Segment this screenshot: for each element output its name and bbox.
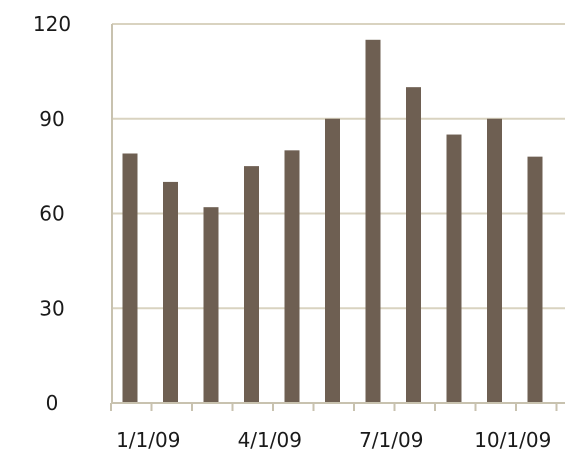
y-tick-label: 30 — [39, 296, 64, 320]
bar — [284, 150, 300, 403]
bar — [446, 134, 462, 403]
axes — [110, 24, 565, 411]
y-tick-label: 60 — [39, 202, 64, 226]
bar — [163, 181, 178, 403]
bars — [122, 39, 543, 404]
bar — [203, 207, 219, 403]
x-tick-label: 7/1/09 — [359, 428, 423, 452]
bar — [244, 166, 259, 403]
tick-labels: 0 30 60 90 120 1/1/09 4/1/09 7/1/09 10/1/09 — [33, 12, 551, 452]
y-tick-label: 120 — [33, 12, 71, 36]
y-tick-label: 0 — [46, 391, 59, 415]
x-tick-label: 4/1/09 — [238, 428, 302, 452]
x-tick-label: 10/1/09 — [474, 428, 551, 452]
y-tick-label: 90 — [39, 107, 64, 131]
bar — [365, 39, 381, 404]
bar — [527, 156, 543, 403]
x-tick-label: 1/1/09 — [116, 428, 180, 452]
bar — [487, 118, 502, 403]
bar — [325, 118, 340, 403]
bar — [122, 153, 138, 403]
bar — [406, 87, 421, 404]
